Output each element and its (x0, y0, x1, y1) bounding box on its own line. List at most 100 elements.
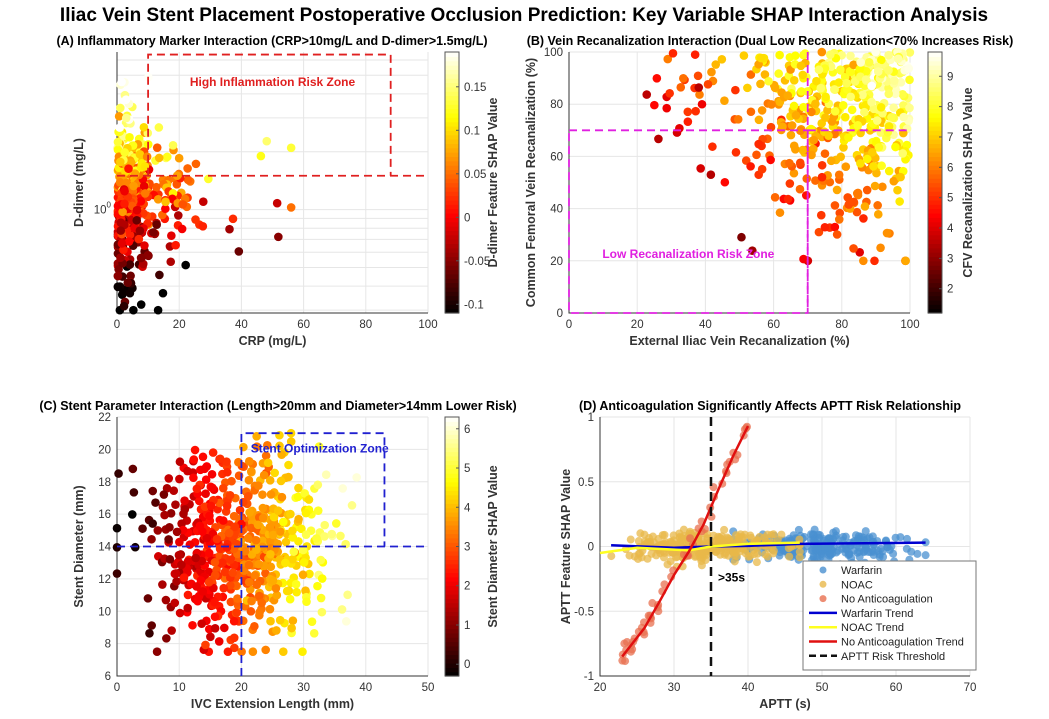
scatter-point (118, 288, 128, 297)
colorbar-segment (445, 247, 459, 253)
legend: Warfarin NOAC No Anticoagulation Warfarin T… (802, 560, 977, 671)
scatter-point (229, 616, 239, 626)
scatter-point (309, 629, 319, 638)
colorbar-segment (445, 252, 459, 258)
scatter-point (913, 549, 922, 558)
scatter-point (175, 537, 184, 547)
scatter-point (210, 612, 220, 622)
scatter-point (849, 197, 859, 207)
scatter-point (272, 626, 281, 635)
scatter-point (189, 473, 198, 483)
x-tick-label: 100 (900, 319, 919, 331)
scatter-point (739, 51, 749, 60)
scatter-point (175, 608, 185, 618)
scatter-point (251, 535, 261, 545)
colorbar-segment (445, 481, 459, 487)
colorbar-tick-label: 0.15 (464, 82, 486, 94)
scatter-point (245, 508, 254, 517)
scatter-point (136, 300, 146, 309)
colorbar-segment (445, 304, 459, 310)
scatter-point (716, 535, 725, 544)
scatter-point (120, 199, 129, 209)
scatter-point (725, 535, 734, 544)
colorbar-segment (445, 165, 459, 171)
colorbar-segment (445, 511, 459, 517)
scatter-point (243, 533, 253, 543)
scatter-point (201, 475, 211, 484)
scatter-point (786, 130, 796, 140)
scatter-point (796, 126, 805, 135)
scatter-point (338, 484, 348, 493)
colorbar-segment (928, 208, 942, 214)
scatter-point (871, 47, 880, 57)
scatter-point (132, 216, 142, 225)
scatter-point (298, 570, 308, 580)
colorbar-segment (445, 429, 459, 435)
scatter-point (252, 432, 261, 441)
legend-label: No Anticoagulation (841, 594, 933, 606)
scatter-point (206, 632, 215, 642)
scatter-point (210, 558, 220, 567)
panel-title: (A) Inflammatory Marker Interaction (CRP… (56, 34, 487, 48)
scatter-point (789, 168, 799, 178)
scatter-point (127, 510, 137, 519)
colorbar-segment (928, 273, 942, 279)
panel-title: (B) Vein Recanalization Interaction (Dua… (527, 34, 1014, 48)
scatter-point (795, 184, 805, 194)
scatter-point (289, 547, 299, 556)
colorbar-segment (445, 589, 459, 595)
scatter-point (175, 474, 184, 484)
scatter-point (830, 201, 840, 210)
scatter-point (795, 553, 804, 562)
x-tick-label: 50 (816, 682, 829, 694)
scatter-point (299, 558, 309, 567)
scatter-point (899, 112, 908, 122)
colorbar-tick-label: 0 (464, 659, 470, 671)
colorbar-segment (445, 139, 459, 144)
scatter-point (733, 114, 743, 124)
scatter-point (806, 535, 815, 544)
scatter-point (769, 530, 778, 539)
scatter-point (876, 243, 885, 253)
scatter-point (869, 104, 879, 114)
scatter-point (841, 162, 851, 171)
colorbar-segment (445, 86, 459, 92)
scatter-point (623, 638, 632, 647)
scatter-point (898, 149, 908, 158)
scatter-point (665, 89, 674, 98)
x-tick-label: 80 (359, 319, 372, 331)
scatter-point (172, 577, 181, 586)
scatter-point (136, 197, 146, 206)
scatter-point (807, 530, 816, 539)
scatter-point (240, 547, 250, 556)
scatter-point (297, 524, 306, 534)
colorbar-segment (445, 130, 459, 136)
scatter-point (746, 162, 755, 171)
scatter-point (161, 197, 170, 207)
colorbar-segment (445, 208, 459, 214)
scatter-point (766, 122, 776, 132)
scatter-point (174, 153, 184, 163)
scatter-point (134, 234, 144, 244)
scatter-point (697, 561, 706, 570)
scatter-point (703, 80, 713, 89)
scatter-point (835, 208, 845, 218)
scatter-point (169, 486, 179, 496)
scatter-point (834, 78, 844, 87)
scatter-point (867, 81, 876, 91)
colorbar-segment (928, 295, 942, 301)
scatter-point (227, 476, 236, 486)
scatter-point (281, 537, 291, 547)
colorbar-segment (928, 247, 942, 253)
scatter-point (316, 593, 326, 603)
scatter-point (317, 607, 327, 617)
scatter-point (253, 520, 263, 530)
scatter-point (256, 151, 266, 161)
colorbar-segment (445, 65, 459, 70)
scatter-points (113, 65, 296, 315)
scatter-point (783, 91, 793, 100)
scatter-point (128, 464, 138, 474)
scatter-point (807, 150, 816, 160)
y-tick-label: 40 (550, 204, 563, 216)
scatter-point (140, 241, 149, 250)
